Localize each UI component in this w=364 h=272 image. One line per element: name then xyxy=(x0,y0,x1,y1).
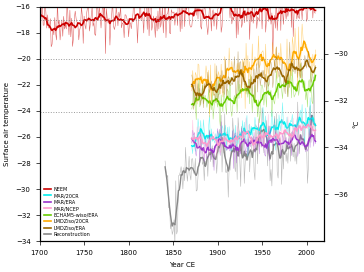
Y-axis label: Surface air temperature: Surface air temperature xyxy=(4,82,10,166)
Y-axis label: °C: °C xyxy=(354,120,360,128)
X-axis label: Year CE: Year CE xyxy=(169,262,195,268)
Legend: NEEM, MAR/20CR, MAR/ERA, MAR/NCEP, ECHAM5-wiso/ERA, LMDZiso/20CR, LMDZiso/ERA, R: NEEM, MAR/20CR, MAR/ERA, MAR/NCEP, ECHAM… xyxy=(42,185,100,239)
